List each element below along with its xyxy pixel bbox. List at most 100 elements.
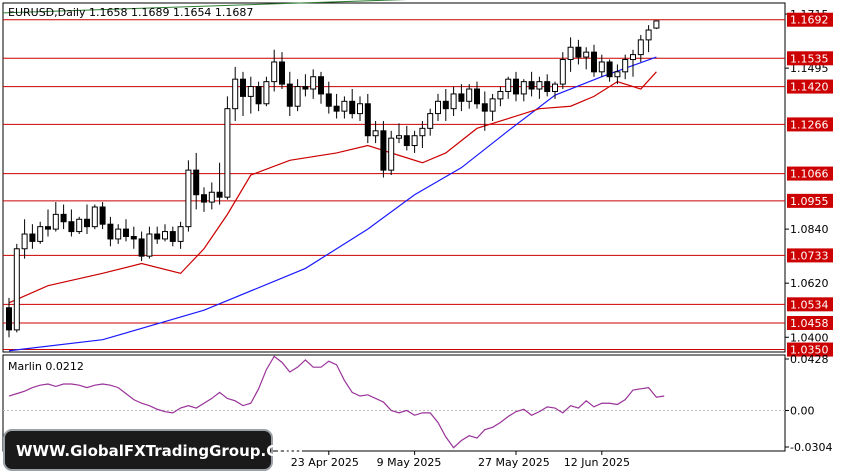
marlin-line bbox=[8, 355, 665, 449]
candle-body bbox=[99, 206, 106, 225]
candle bbox=[263, 76, 270, 107]
candle-body bbox=[240, 78, 246, 97]
candle-body bbox=[419, 127, 426, 137]
candle-body bbox=[559, 59, 566, 85]
candle-body bbox=[325, 93, 332, 107]
level-label-text: 1.1420 bbox=[790, 81, 829, 94]
candle-body bbox=[279, 61, 285, 85]
candle bbox=[208, 182, 215, 210]
candle bbox=[37, 221, 44, 244]
candle bbox=[513, 71, 519, 102]
date-label: 27 May 2025 bbox=[478, 456, 550, 469]
candle-body bbox=[169, 231, 176, 242]
candle-body bbox=[380, 130, 387, 171]
candles bbox=[6, 20, 660, 338]
level-label: 1.0534 bbox=[787, 297, 833, 312]
candle bbox=[458, 84, 465, 112]
level-label-text: 1.1066 bbox=[790, 168, 829, 181]
candle-body bbox=[396, 135, 402, 139]
candle-body bbox=[513, 78, 519, 95]
candle-body bbox=[528, 81, 535, 90]
candle bbox=[255, 81, 262, 112]
candle bbox=[247, 76, 254, 114]
candle bbox=[497, 86, 504, 107]
candle bbox=[146, 226, 153, 259]
candle bbox=[528, 71, 535, 97]
candle bbox=[107, 216, 114, 247]
price-tick-label: 1.0400 bbox=[790, 331, 829, 344]
level-label-text: 1.1692 bbox=[790, 14, 829, 27]
candle-body bbox=[76, 218, 83, 233]
candle bbox=[341, 96, 348, 119]
candle-body bbox=[427, 113, 434, 129]
candle bbox=[606, 59, 613, 82]
blue-ma bbox=[8, 56, 657, 352]
candle-body bbox=[458, 93, 465, 102]
candle-body bbox=[575, 46, 582, 58]
candle bbox=[411, 130, 418, 153]
candle bbox=[76, 216, 83, 235]
candle bbox=[29, 224, 36, 249]
candle-body bbox=[45, 226, 51, 230]
marlin-indicator: 0.0428 0.00 -0.0304 bbox=[3, 353, 832, 454]
indicator-tick-label: 0.0428 bbox=[790, 353, 829, 366]
candle-body bbox=[450, 93, 457, 110]
level-label-text: 1.0350 bbox=[790, 344, 829, 357]
candle bbox=[575, 39, 582, 65]
candle bbox=[372, 120, 379, 144]
candle bbox=[364, 93, 371, 144]
candle bbox=[6, 297, 12, 338]
date-label: 12 Jun 2025 bbox=[564, 456, 630, 469]
candle-body bbox=[474, 88, 480, 105]
candle-body bbox=[622, 59, 629, 73]
candle-body bbox=[146, 233, 153, 257]
candle-body bbox=[544, 81, 551, 92]
candle bbox=[115, 224, 122, 244]
candle bbox=[544, 74, 551, 97]
svg-text:WWW.GlobalFXTradingGroup.Com: WWW.GlobalFXTradingGroup.Com bbox=[16, 442, 303, 460]
candle bbox=[489, 93, 496, 121]
level-label-text: 1.1535 bbox=[790, 52, 829, 65]
candle-body bbox=[403, 135, 410, 147]
candle bbox=[427, 108, 434, 136]
level-label: 1.0350 bbox=[787, 342, 833, 357]
level-label-text: 1.0733 bbox=[790, 249, 829, 262]
candle-body bbox=[263, 81, 270, 105]
candle bbox=[419, 120, 426, 149]
candle-body bbox=[567, 46, 574, 61]
candle bbox=[520, 79, 527, 102]
candle-body bbox=[232, 78, 239, 110]
candle bbox=[177, 221, 184, 249]
candle bbox=[224, 96, 231, 200]
candle bbox=[552, 81, 558, 99]
candle bbox=[614, 64, 621, 85]
green-trendline bbox=[2, 0, 407, 14]
candle bbox=[68, 209, 75, 237]
price-tick-label: 1.1495 bbox=[790, 62, 829, 75]
candle-body bbox=[466, 88, 473, 102]
candle-body bbox=[201, 194, 207, 203]
candle-body bbox=[442, 100, 449, 110]
candle bbox=[403, 125, 410, 151]
level-label: 1.0458 bbox=[787, 315, 833, 330]
candle-body bbox=[224, 108, 231, 198]
candle bbox=[216, 162, 223, 205]
candle bbox=[591, 44, 597, 77]
candle-body bbox=[388, 137, 395, 171]
candle-body bbox=[286, 83, 293, 107]
candle-body bbox=[505, 78, 512, 92]
candle-body bbox=[357, 103, 363, 115]
candle bbox=[232, 66, 239, 121]
level-label-text: 1.0534 bbox=[790, 298, 829, 311]
candle-body bbox=[552, 83, 558, 92]
candle-body bbox=[497, 90, 504, 100]
candle-body bbox=[653, 20, 660, 29]
candle-body bbox=[310, 76, 317, 90]
candle bbox=[505, 76, 512, 99]
candle bbox=[333, 93, 340, 119]
candle bbox=[279, 52, 285, 90]
candle bbox=[294, 79, 301, 112]
level-label: 1.1266 bbox=[787, 117, 833, 132]
price-tick-label: 1.0840 bbox=[790, 223, 829, 236]
